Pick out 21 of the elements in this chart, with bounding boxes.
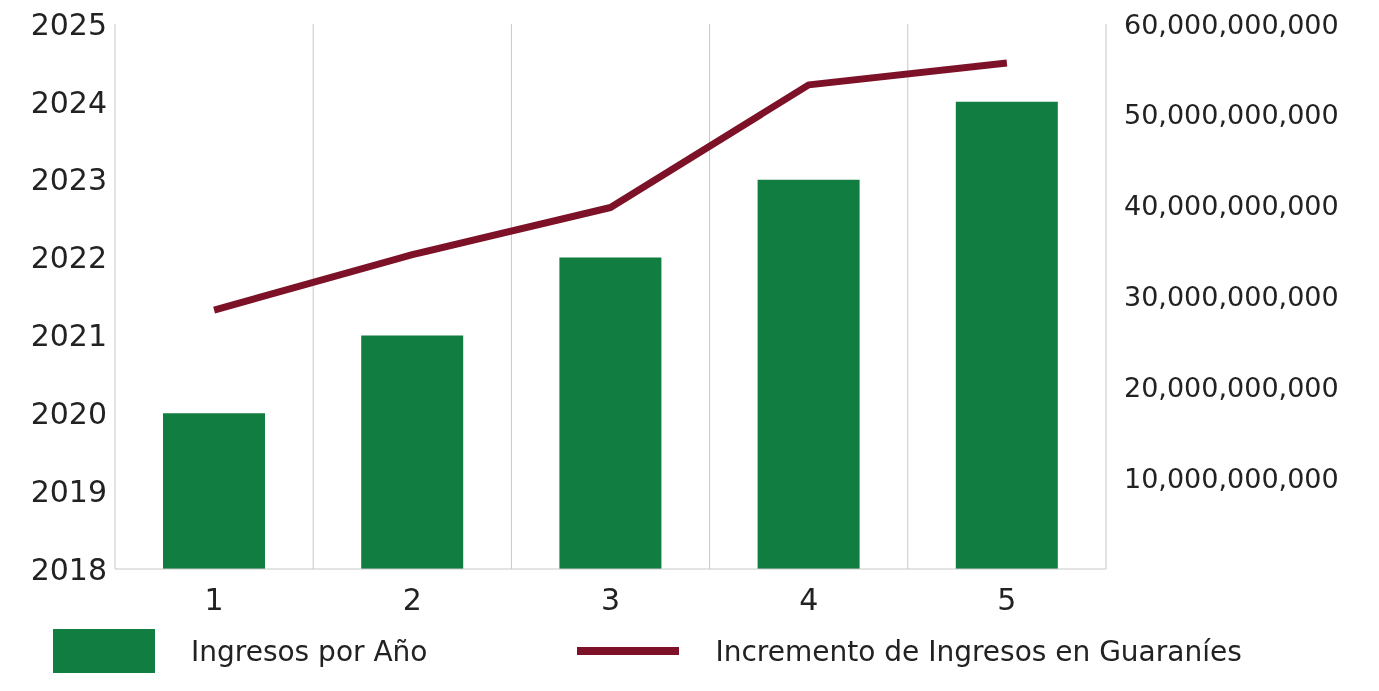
y2-tick-label: 50,000,000,000 <box>1124 99 1339 131</box>
y-tick-label: 2025 <box>30 6 107 42</box>
y2-tick-label: 60,000,000,000 <box>1124 8 1339 40</box>
x-tick-label: 4 <box>799 582 819 618</box>
y2-tick-label: 30,000,000,000 <box>1124 281 1339 313</box>
y2-tick-label: 20,000,000,000 <box>1124 371 1339 403</box>
legend-label: Incremento de Ingresos en Guaraníes <box>715 634 1242 668</box>
y-tick-label: 2023 <box>30 162 107 198</box>
x-tick-label: 3 <box>600 582 621 618</box>
x-tick-label: 5 <box>997 582 1017 618</box>
y2-tick-label: 40,000,000,000 <box>1124 190 1339 222</box>
y-tick-label: 2022 <box>30 240 107 276</box>
x-tick-label: 1 <box>204 582 224 618</box>
x-tick-label: 2 <box>402 582 422 618</box>
y-tick-label: 2019 <box>30 473 107 509</box>
legend-label: Ingresos por Año <box>191 634 428 668</box>
y-tick-label: 2018 <box>30 551 107 587</box>
y-tick-label: 2021 <box>30 318 107 354</box>
y-tick-label: 2020 <box>30 395 107 431</box>
y2-tick-label: 10,000,000,000 <box>1124 462 1339 494</box>
y-tick-label: 2024 <box>30 84 107 120</box>
